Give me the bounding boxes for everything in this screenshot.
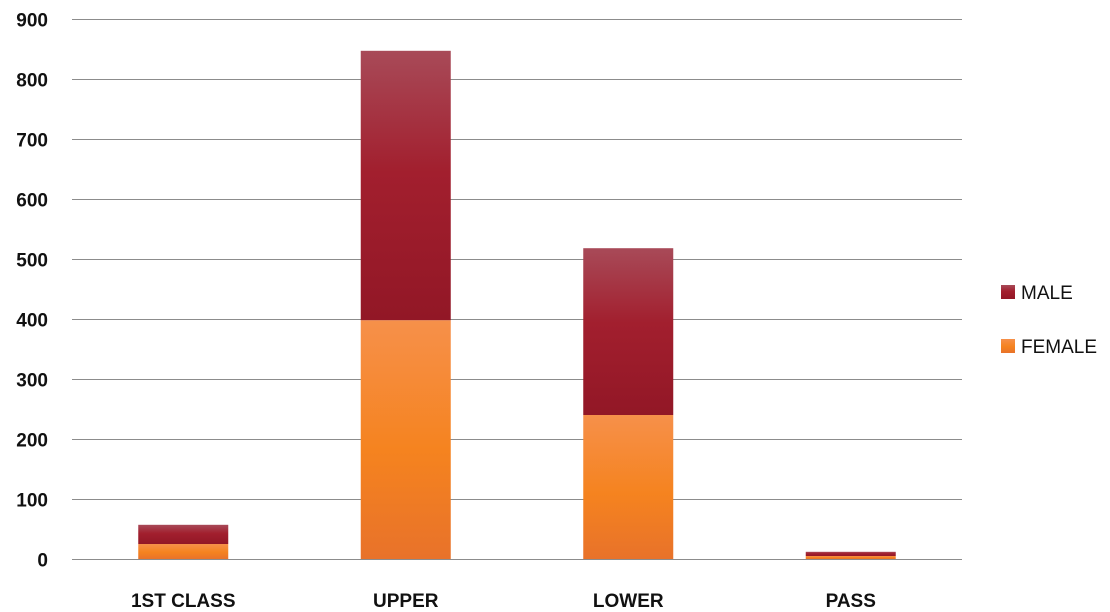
x-tick-label: LOWER xyxy=(593,591,664,612)
bar-female-1 xyxy=(360,320,451,559)
bar-male-2 xyxy=(583,248,674,415)
bar-male-3 xyxy=(805,551,896,556)
legend-label-male: MALE xyxy=(1021,283,1073,304)
legend-swatch-female xyxy=(1001,339,1015,353)
y-tick-label: 0 xyxy=(37,551,48,572)
y-tick-label: 500 xyxy=(16,251,48,272)
y-tick-label: 900 xyxy=(16,11,48,32)
y-tick-label: 300 xyxy=(16,371,48,392)
bar-male-0 xyxy=(138,524,229,544)
gridlines xyxy=(72,19,962,560)
legend-label-female: FEMALE xyxy=(1021,337,1097,358)
y-axis-ticks: 0 100 200 300 400 500 600 700 800 900 xyxy=(16,11,48,572)
y-tick-label: 200 xyxy=(16,431,48,452)
x-tick-label: UPPER xyxy=(373,591,439,612)
y-tick-label: 400 xyxy=(16,311,48,332)
x-tick-label: PASS xyxy=(826,591,876,612)
y-tick-label: 600 xyxy=(16,191,48,212)
legend-swatch-male xyxy=(1001,285,1015,299)
bar-male-1 xyxy=(360,50,451,321)
legend: MALE FEMALE xyxy=(1001,283,1097,358)
bars xyxy=(138,50,896,559)
y-tick-label: 800 xyxy=(16,71,48,92)
y-tick-label: 100 xyxy=(16,491,48,512)
y-tick-label: 700 xyxy=(16,131,48,152)
bar-female-2 xyxy=(583,415,674,559)
x-tick-label: 1ST CLASS xyxy=(131,591,236,612)
x-axis-ticks: 1ST CLASS UPPER LOWER PASS xyxy=(131,591,876,612)
bar-female-0 xyxy=(138,544,229,559)
bar-female-3 xyxy=(805,556,896,559)
